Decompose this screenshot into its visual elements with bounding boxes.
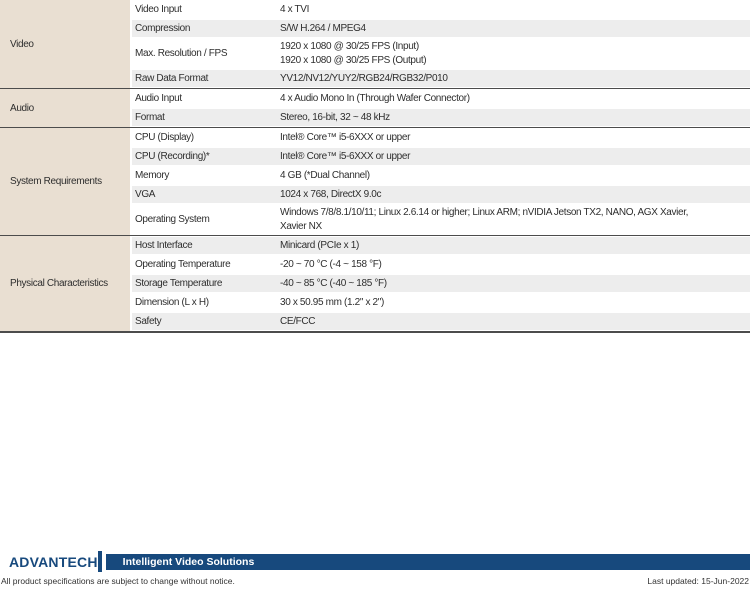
footer: ADVANTECH Intelligent Video Solutions Al… xyxy=(0,551,750,586)
spec-row: Operating System Windows 7/8/8.1/10/11; L… xyxy=(132,204,750,235)
spec-value: Windows 7/8/8.1/10/11; Linux 2.6.14 or h… xyxy=(280,204,750,235)
spec-row: Audio Input 4 x Audio Mono In (Through Wa… xyxy=(132,89,750,108)
spec-value-line: -40 ~ 85 °C (-40 ~ 185 °F) xyxy=(280,277,387,289)
spec-value-line: S/W H.264 / MPEG4 xyxy=(280,22,366,34)
spec-label: Storage Temperature xyxy=(135,278,223,289)
spec-value-line: 4 GB (*Dual Channel) xyxy=(280,169,370,181)
spec-row: Storage Temperature -40 ~ 85 °C (-40 ~ 18… xyxy=(132,274,750,293)
section-rows: Audio Input 4 x Audio Mono In (Through Wa… xyxy=(130,89,750,127)
spec-value: 4 GB (*Dual Channel) xyxy=(280,167,750,185)
spec-value-line: 1920 x 1080 @ 30/25 FPS (Input) xyxy=(280,41,419,52)
spec-label: VGA xyxy=(135,189,156,200)
spec-value: CE/FCC xyxy=(280,313,750,331)
spec-section: System Requirements CPU (Display) Intel® C… xyxy=(0,127,750,235)
section-rows: Host Interface Minicard (PCIe x 1) Operati… xyxy=(130,236,750,331)
section-rows: CPU (Display) Intel® Core™ i5-6XXX or upp… xyxy=(130,128,750,235)
spec-row: CPU (Recording)* Intel® Core™ i5-6XXX or … xyxy=(132,147,750,166)
spec-label: Operating System xyxy=(135,214,210,225)
spec-value-line: 30 x 50.95 mm (1.2" x 2") xyxy=(280,296,384,308)
spec-label: CPU (Display) xyxy=(135,132,194,143)
spec-value: -40 ~ 85 °C (-40 ~ 185 °F) xyxy=(280,275,750,293)
spec-row: Compression S/W H.264 / MPEG4 xyxy=(132,19,750,38)
spec-value-line: Stereo, 16-bit, 32 ~ 48 kHz xyxy=(280,111,390,123)
spec-label: Dimension (L x H) xyxy=(135,297,209,308)
spec-value-line: CE/FCC xyxy=(280,315,316,327)
spec-row: Max. Resolution / FPS 1920 x 1080 @ 30/25… xyxy=(132,38,750,69)
spec-row: Memory 4 GB (*Dual Channel) xyxy=(132,166,750,185)
spec-label: Operating Temperature xyxy=(135,259,231,270)
spec-value: Minicard (PCIe x 1) xyxy=(280,237,750,255)
spec-value-line: Xavier NX xyxy=(280,220,322,232)
spec-row: CPU (Display) Intel® Core™ i5-6XXX or upp… xyxy=(132,128,750,147)
spec-label: Max. Resolution / FPS xyxy=(135,48,228,59)
spec-label: Compression xyxy=(135,23,191,34)
spec-value-line: -20 ~ 70 °C (-4 ~ 158 °F) xyxy=(280,258,382,270)
banner-title: Intelligent Video Solutions xyxy=(122,555,255,568)
spec-value-line: 1920 x 1080 @ 30/25 FPS (Output) xyxy=(280,54,427,66)
spec-value-line: 4 x TVI xyxy=(280,3,310,15)
spec-row: Safety CE/FCC xyxy=(132,312,750,331)
spec-table: Video Video Input 4 x TVI Compression S/W H.… xyxy=(0,0,750,333)
spec-label: Format xyxy=(135,112,165,123)
spec-value: 4 x Audio Mono In (Through Wafer Connect… xyxy=(280,90,750,108)
spec-label: Host Interface xyxy=(135,240,193,251)
spec-label: CPU (Recording)* xyxy=(135,151,210,162)
section-rows: Video Input 4 x TVI Compression S/W H.264 /… xyxy=(130,0,750,88)
spec-label: Audio Input xyxy=(135,93,182,104)
spec-row: Format Stereo, 16-bit, 32 ~ 48 kHz xyxy=(132,108,750,127)
spec-value-line: 4 x Audio Mono In (Through Wafer Connect… xyxy=(280,92,470,104)
spec-value-line: Intel® Core™ i5-6XXX or upper xyxy=(280,150,411,162)
spec-row: VGA 1024 x 768, DirectX 9.0c xyxy=(132,185,750,204)
spec-section: Physical Characteristics Host Interface Mi… xyxy=(0,235,750,331)
spec-label: Raw Data Format xyxy=(135,73,209,84)
spec-value: 1920 x 1080 @ 30/25 FPS (Input) 1920 x 10… xyxy=(280,38,750,69)
spec-section: Audio Audio Input 4 x Audio Mono In (Throu… xyxy=(0,88,750,127)
spec-row: Raw Data Format YV12/NV12/YUY2/RGB24/RGB3… xyxy=(132,69,750,88)
spec-row: Host Interface Minicard (PCIe x 1) xyxy=(132,236,750,255)
spec-value: Stereo, 16-bit, 32 ~ 48 kHz xyxy=(280,109,750,127)
spec-value: Intel® Core™ i5-6XXX or upper xyxy=(280,148,750,166)
last-updated-text: Last updated: 15-Jun-2022 xyxy=(647,576,749,586)
advantech-logo: ADVANTECH xyxy=(9,553,98,570)
spec-value-line: Minicard (PCIe x 1) xyxy=(280,239,359,251)
spec-value: -20 ~ 70 °C (-4 ~ 158 °F) xyxy=(280,256,750,274)
brand-row: ADVANTECH Intelligent Video Solutions xyxy=(0,551,750,572)
spec-value-line: Intel® Core™ i5-6XXX or upper xyxy=(280,131,411,143)
spec-row: Video Input 4 x TVI xyxy=(132,0,750,19)
spec-label: Memory xyxy=(135,170,170,181)
spec-value: 4 x TVI xyxy=(280,1,750,19)
spec-row: Operating Temperature -20 ~ 70 °C (-4 ~ 1… xyxy=(132,255,750,274)
spec-value: YV12/NV12/YUY2/RGB24/RGB32/P010 xyxy=(280,70,750,88)
logo-divider xyxy=(97,551,102,572)
category-cell: Physical Characteristics xyxy=(0,236,130,331)
category-cell: Video xyxy=(0,0,130,88)
spec-value: 30 x 50.95 mm (1.2" x 2") xyxy=(280,294,750,312)
spec-value: S/W H.264 / MPEG4 xyxy=(280,20,750,38)
spec-value-line: Windows 7/8/8.1/10/11; Linux 2.6.14 or h… xyxy=(280,207,689,218)
spec-label: Safety xyxy=(135,316,162,327)
category-cell: Audio xyxy=(0,89,130,127)
spec-value-line: 1024 x 768, DirectX 9.0c xyxy=(280,188,382,200)
disclaimer-text: All product specifications are subject t… xyxy=(1,576,235,586)
spec-label: Video Input xyxy=(135,4,182,15)
banner-bar: Intelligent Video Solutions xyxy=(105,553,750,570)
category-cell: System Requirements xyxy=(0,128,130,235)
spec-row: Dimension (L x H) 30 x 50.95 mm (1.2" x 2… xyxy=(132,293,750,312)
spec-value: 1024 x 768, DirectX 9.0c xyxy=(280,186,750,204)
spec-section: Video Video Input 4 x TVI Compression S/W H.… xyxy=(0,0,750,88)
spec-value-line: YV12/NV12/YUY2/RGB24/RGB32/P010 xyxy=(280,72,448,84)
footer-notes: All product specifications are subject t… xyxy=(0,576,750,586)
spec-value: Intel® Core™ i5-6XXX or upper xyxy=(280,129,750,147)
